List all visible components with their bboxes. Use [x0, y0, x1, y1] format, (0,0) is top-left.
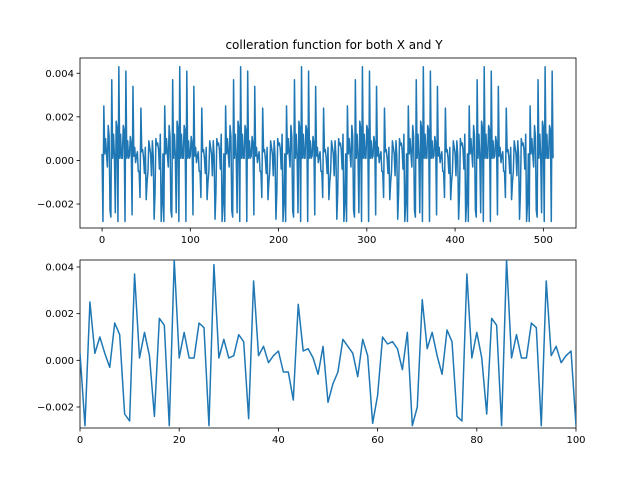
bottom-axes-frame: [79, 259, 577, 429]
x-tick-label: 0: [99, 235, 105, 246]
x-tick-label: 200: [269, 235, 288, 246]
y-tick-label: −0.002: [37, 403, 74, 414]
x-tick-label: 0: [77, 435, 83, 446]
x-tick-label: 100: [566, 435, 585, 446]
y-tick-label: 0.002: [45, 112, 74, 123]
bottom-series-line: [80, 260, 576, 427]
top-y-ticks: −0.002 0.000 0.002 0.004: [37, 69, 80, 211]
top-axes: 0 100 200 300 400 500 −0.002 0.000 0.002 0.004: [37, 57, 577, 246]
bottom-y-ticks: −0.002 0.000 0.002 0.004: [37, 263, 80, 414]
y-tick-label: −0.002: [37, 200, 74, 211]
y-tick-label: 0.002: [45, 309, 74, 320]
x-tick-label: 40: [272, 435, 285, 446]
x-tick-label: 500: [534, 235, 553, 246]
y-tick-label: 0.000: [45, 356, 74, 367]
bottom-axes: 0 20 40 60 80 100 −0.002 0.000 0.002 0.004: [37, 259, 586, 446]
y-tick-label: 0.000: [45, 156, 74, 167]
y-tick-label: 0.004: [45, 263, 74, 274]
x-tick-label: 300: [357, 235, 376, 246]
x-tick-label: 20: [173, 435, 186, 446]
x-tick-label: 60: [371, 435, 384, 446]
bottom-x-ticks: 0 20 40 60 80 100: [77, 428, 586, 446]
chart-title: colleration function for both X and Y: [225, 38, 443, 52]
top-x-ticks: 0 100 200 300 400 500: [99, 228, 553, 246]
y-tick-label: 0.004: [45, 69, 74, 80]
top-axes-frame: [79, 57, 577, 229]
x-tick-label: 400: [446, 235, 465, 246]
x-tick-label: 80: [470, 435, 483, 446]
x-tick-label: 100: [181, 235, 200, 246]
top-series-line: [101, 65, 554, 223]
